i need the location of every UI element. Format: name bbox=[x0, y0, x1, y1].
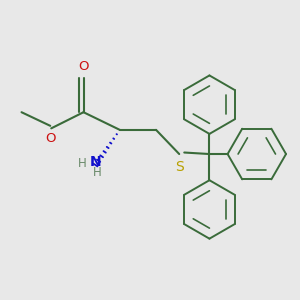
Text: N: N bbox=[89, 154, 101, 169]
Text: H: H bbox=[93, 166, 102, 179]
Text: O: O bbox=[45, 132, 56, 146]
Text: S: S bbox=[175, 160, 184, 174]
Text: O: O bbox=[78, 60, 89, 74]
Text: H: H bbox=[78, 157, 87, 169]
